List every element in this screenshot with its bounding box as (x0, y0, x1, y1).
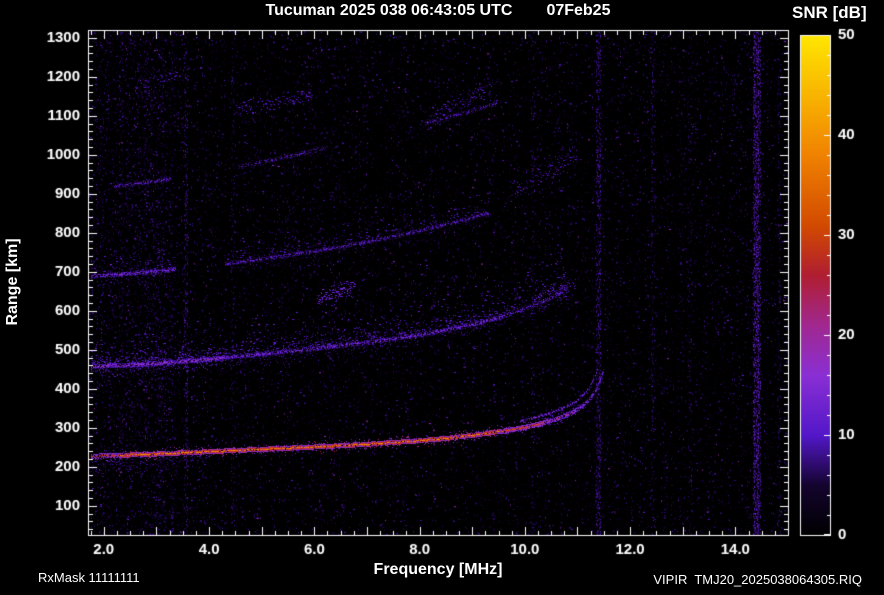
colorbar-title: SNR [dB] (792, 3, 867, 22)
rxmask-label: RxMask 11111111 (38, 570, 140, 585)
title-row: Tucuman 2025 038 06:43:05 UTC 07Feb25 (88, 2, 788, 20)
data-file-label: VIPIR TMJ20_2025038064305.RIQ (653, 572, 862, 587)
plot-date: 07Feb25 (546, 2, 611, 19)
y-axis-label: Range [km] (4, 238, 21, 326)
plot-title: Tucuman 2025 038 06:43:05 UTC (265, 2, 513, 19)
x-axis-label: Frequency [MHz] (373, 561, 503, 578)
